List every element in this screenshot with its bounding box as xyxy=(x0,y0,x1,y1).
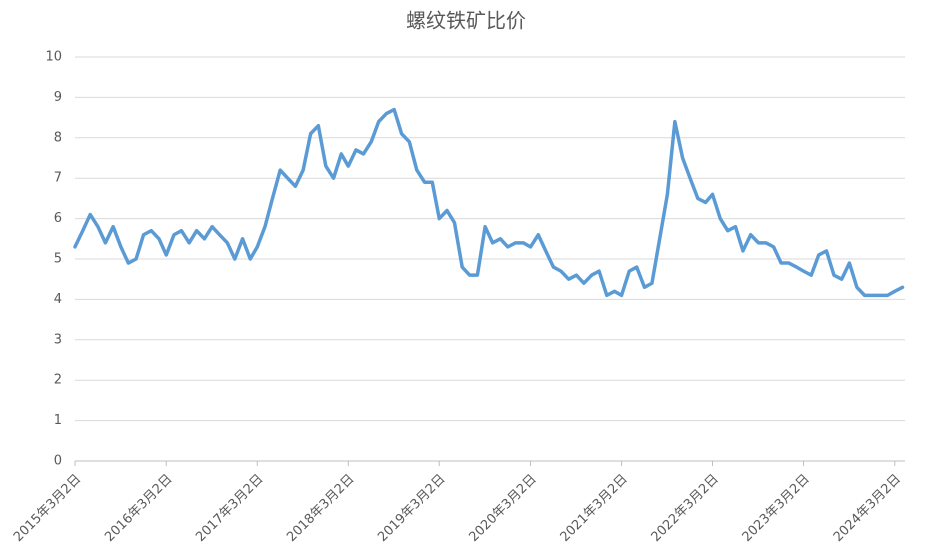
x-tick-label: 2017年3月2日 xyxy=(193,472,266,545)
y-tick-label: 9 xyxy=(54,90,62,105)
chart-title: 螺纹铁矿比价 xyxy=(406,9,526,33)
x-tick-label: 2023年3月2日 xyxy=(740,472,813,545)
y-tick-label: 10 xyxy=(45,50,62,65)
y-tick-label: 5 xyxy=(54,252,62,267)
x-tick-label: 2021年3月2日 xyxy=(558,472,631,545)
x-tick-label: 2018年3月2日 xyxy=(284,472,357,545)
y-tick-label: 1 xyxy=(54,413,62,428)
y-tick-label: 0 xyxy=(54,454,62,469)
y-tick-label: 7 xyxy=(54,171,62,186)
x-tick-label: 2016年3月2日 xyxy=(102,472,175,545)
y-tick-label: 3 xyxy=(54,332,62,347)
x-tick-label: 2024年3月2日 xyxy=(831,472,904,545)
x-tick-label: 2015年3月2日 xyxy=(11,472,84,545)
y-tick-label: 6 xyxy=(54,211,62,226)
y-tick-label: 2 xyxy=(54,373,62,388)
x-tick-label: 2022年3月2日 xyxy=(649,472,722,545)
x-tick-label: 2019年3月2日 xyxy=(375,472,448,545)
y-tick-label: 4 xyxy=(54,292,62,307)
x-tick-label: 2020年3月2日 xyxy=(467,472,540,545)
y-tick-label: 8 xyxy=(54,130,62,145)
data-line xyxy=(73,107,905,298)
